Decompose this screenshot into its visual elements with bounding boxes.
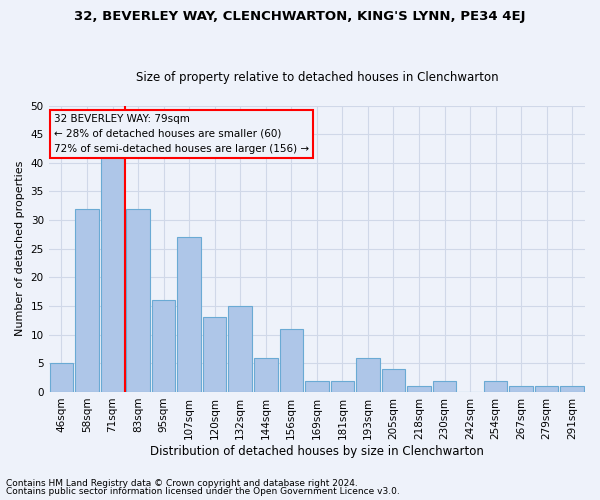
Bar [356, 358, 380, 392]
Bar [203, 318, 226, 392]
Bar [484, 380, 508, 392]
Bar [75, 208, 99, 392]
Title: Size of property relative to detached houses in Clenchwarton: Size of property relative to detached ho… [136, 70, 498, 84]
Bar [280, 329, 303, 392]
Bar [50, 364, 73, 392]
Text: 32, BEVERLEY WAY, CLENCHWARTON, KING'S LYNN, PE34 4EJ: 32, BEVERLEY WAY, CLENCHWARTON, KING'S L… [74, 10, 526, 23]
X-axis label: Distribution of detached houses by size in Clenchwarton: Distribution of detached houses by size … [150, 444, 484, 458]
Bar [178, 238, 201, 392]
Bar [433, 380, 456, 392]
Bar [229, 306, 252, 392]
Text: Contains public sector information licensed under the Open Government Licence v3: Contains public sector information licen… [6, 487, 400, 496]
Bar [535, 386, 559, 392]
Bar [382, 369, 405, 392]
Text: 32 BEVERLEY WAY: 79sqm
← 28% of detached houses are smaller (60)
72% of semi-det: 32 BEVERLEY WAY: 79sqm ← 28% of detached… [54, 114, 309, 154]
Bar [560, 386, 584, 392]
Y-axis label: Number of detached properties: Number of detached properties [15, 161, 25, 336]
Bar [331, 380, 354, 392]
Bar [254, 358, 278, 392]
Bar [305, 380, 329, 392]
Text: Contains HM Land Registry data © Crown copyright and database right 2024.: Contains HM Land Registry data © Crown c… [6, 478, 358, 488]
Bar [509, 386, 533, 392]
Bar [127, 208, 150, 392]
Bar [152, 300, 175, 392]
Bar [101, 157, 124, 392]
Bar [407, 386, 431, 392]
